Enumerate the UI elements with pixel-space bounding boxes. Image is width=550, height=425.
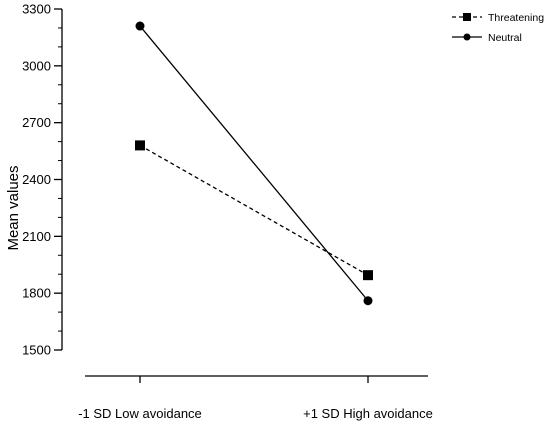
series-line-threatening xyxy=(139,144,369,276)
series-line-neutral xyxy=(139,25,369,302)
x-tick-label: -1 SD Low avoidance xyxy=(78,406,202,421)
y-axis-label: Mean values xyxy=(5,165,22,250)
legend-item-threatening: Threatening xyxy=(452,12,544,24)
y-axis: 1500 1800 2100 2400 2700 3000 3300 xyxy=(22,2,63,358)
y-tick-label: 1500 xyxy=(22,343,51,358)
legend-label: Neutral xyxy=(488,32,522,44)
legend-item-neutral: Neutral xyxy=(452,32,522,44)
data-point-neutral xyxy=(135,21,145,31)
legend-marker-square xyxy=(463,13,471,21)
y-tick-label: 2700 xyxy=(22,115,51,130)
legend-marker-circle xyxy=(463,33,471,41)
series-neutral xyxy=(135,21,373,306)
y-tick-label: 2100 xyxy=(22,229,51,244)
data-point-neutral xyxy=(363,296,373,306)
y-tick-label: 3300 xyxy=(22,2,51,17)
y-tick-label: 3000 xyxy=(22,58,51,73)
x-tick-label: +1 SD High avoidance xyxy=(303,406,433,421)
legend-label: Threatening xyxy=(488,12,544,24)
series-layer xyxy=(135,21,373,306)
data-point-threatening xyxy=(363,270,373,281)
series-threatening xyxy=(135,140,373,281)
y-tick-label: 2400 xyxy=(22,172,51,187)
x-axis: -1 SD Low avoidance +1 SD High avoidance xyxy=(78,375,433,421)
legend: Threatening Neutral xyxy=(452,12,544,44)
y-tick-label: 1800 xyxy=(22,286,51,301)
data-point-threatening xyxy=(135,140,145,151)
